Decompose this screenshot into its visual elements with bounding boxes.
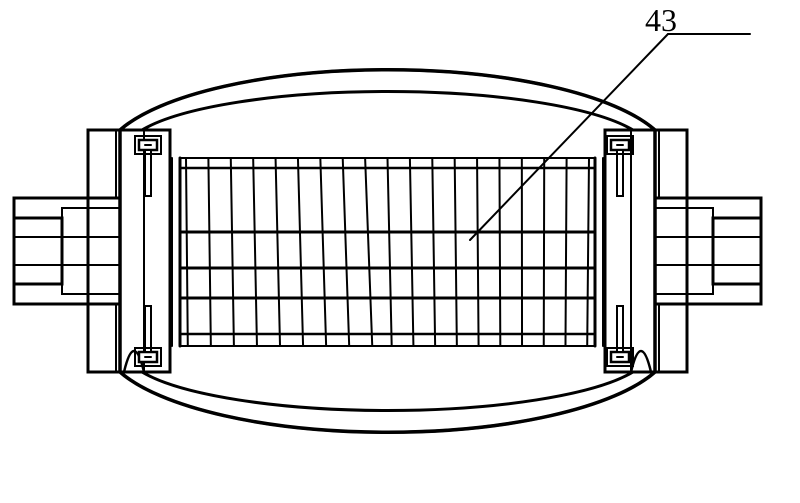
figure-canvas: 43 bbox=[0, 0, 800, 503]
section-drawing-svg bbox=[0, 0, 800, 503]
callout-label: 43 bbox=[645, 2, 677, 39]
